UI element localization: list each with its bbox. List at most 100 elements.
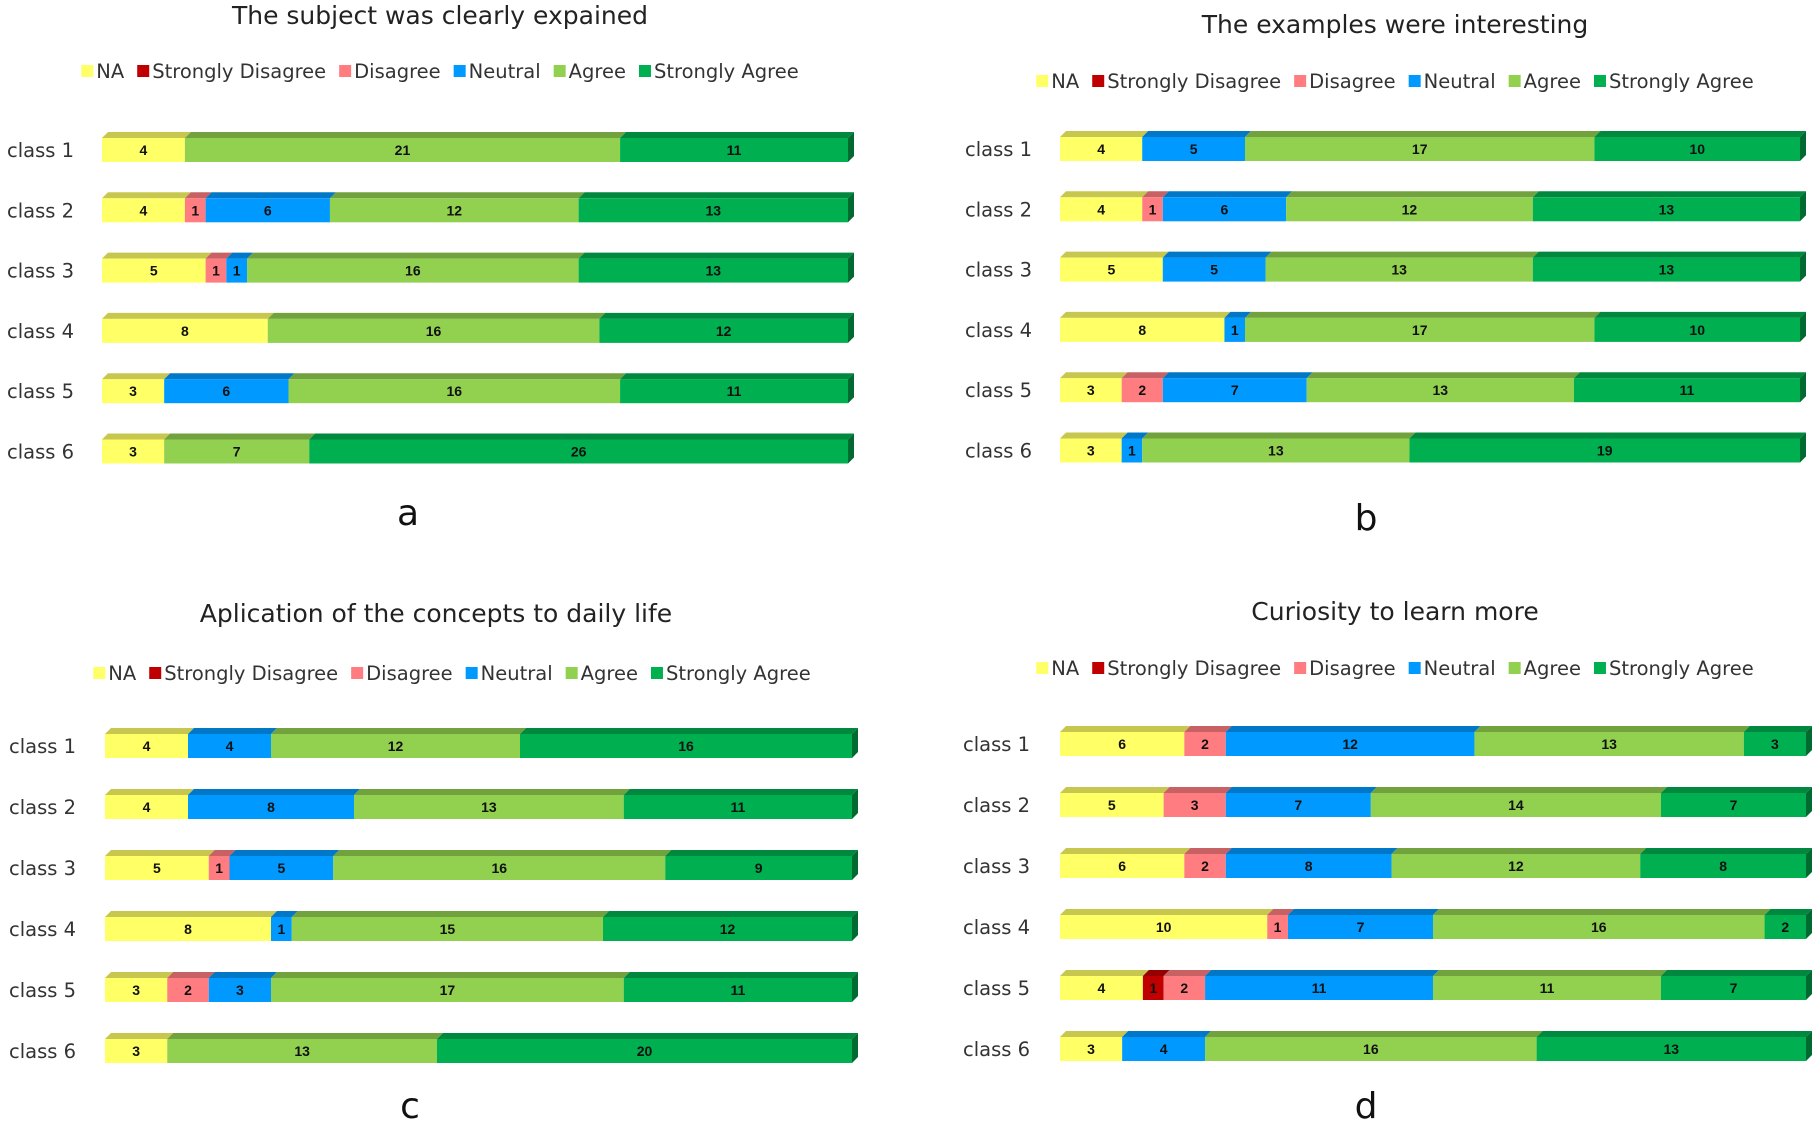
bar-segment-neutral: 1 (226, 252, 254, 283)
chart-title: Curiosity to learn more (1251, 597, 1538, 626)
data-label: 4 (1097, 141, 1105, 157)
bar-segment-agree-top (271, 728, 526, 734)
panel-letter: d (1355, 1086, 1378, 1127)
legend-swatch-na (1036, 662, 1049, 674)
data-label: 3 (132, 1043, 140, 1059)
data-label: 3 (1087, 443, 1095, 459)
bar-segment-strongly-agree-side (852, 911, 858, 941)
bar-segment-disagree: 2 (1121, 372, 1169, 403)
bar-segment-disagree-top (1142, 191, 1169, 198)
bar-segment-na: 4 (1060, 131, 1149, 161)
bar-segment-agree-top (1245, 131, 1601, 137)
data-label: 19 (1597, 443, 1613, 459)
bar-segment-strongly-agree: 11 (623, 972, 858, 1002)
data-label: 2 (1781, 919, 1789, 935)
bar-segment-agree-top (267, 312, 606, 319)
bar-segment-na-top (1060, 726, 1191, 732)
category-label: class 6 (9, 1040, 76, 1063)
bar-segment-neutral-front (164, 379, 289, 404)
data-label: 3 (1087, 382, 1095, 398)
bar-segment-strongly-disagree: 1 (1142, 970, 1170, 1000)
bar-row-class-4: class 4 8 1 17 10 (965, 311, 1806, 342)
bar-segment-na: 8 (102, 312, 274, 343)
bar-segment-agree: 11 (1433, 970, 1667, 1000)
data-label: 13 (481, 799, 497, 815)
data-label: 5 (1190, 141, 1198, 157)
data-label: 13 (1664, 1041, 1680, 1057)
data-label: 16 (426, 323, 442, 339)
bar-segment-neutral-top (1142, 131, 1251, 137)
bar-segment-neutral-front (1225, 854, 1392, 878)
legend-label: Strongly Agree (1609, 657, 1754, 680)
bar-segment-strongly-agree-top (665, 850, 858, 856)
bar-segment-strongly-agree-side (1800, 311, 1806, 342)
bar-segment-na: 3 (1060, 1031, 1129, 1061)
bar-segment-agree-top (1433, 909, 1771, 915)
bar-segment-strongly-agree-side (1800, 372, 1806, 403)
bar-segment-na: 5 (102, 252, 212, 283)
bar-segment-agree-top (247, 252, 585, 259)
legend-label: Neutral (1424, 657, 1496, 680)
bar-segment-strongly-agree-side (848, 132, 854, 162)
bar-segment-strongly-agree: 10 (1594, 311, 1806, 342)
data-label: 16 (678, 738, 694, 754)
bar-segment-agree-front (1474, 732, 1744, 756)
panel-letter: c (400, 1086, 420, 1127)
data-label: 11 (727, 142, 742, 158)
bar-segment-na-top (102, 433, 171, 440)
legend-label: Strongly Agree (1609, 70, 1754, 93)
legend-swatch-strongly-disagree (137, 65, 150, 77)
data-label: 1 (277, 921, 285, 937)
bar-segment-strongly-agree-front (665, 856, 852, 880)
bar-segment-strongly-agree-front (1532, 257, 1800, 282)
bar-segment-strongly-agree-front (1640, 854, 1806, 878)
legend-item-disagree: Disagree (1294, 70, 1396, 93)
bar-segment-agree: 13 (1306, 372, 1580, 403)
category-label: class 2 (963, 794, 1030, 817)
bar-segment-na-top (102, 192, 191, 199)
bar-segment-neutral: 5 (1142, 131, 1251, 161)
chart-panel-c: Aplication of the concepts to daily life… (9, 599, 858, 1127)
data-label: 2 (1138, 382, 1146, 398)
data-label: 1 (1149, 980, 1157, 996)
bar-segment-strongly-agree-front (620, 379, 848, 404)
bar-row-class-2: class 2 4 8 13 11 (9, 789, 858, 819)
data-label: 9 (755, 860, 763, 876)
bar-segment-agree-front (1433, 976, 1661, 1000)
legend-item-strongly-agree: Strongly Agree (1593, 657, 1754, 680)
bar-segment-neutral: 7 (1287, 909, 1439, 939)
data-label: 5 (277, 860, 285, 876)
data-label: 4 (1098, 980, 1106, 996)
bar-segment-na: 8 (1060, 311, 1231, 342)
legend-label: Agree (569, 60, 626, 83)
bar-segment-strongly-agree-top (620, 132, 854, 138)
bar-segment-strongly-agree: 10 (1594, 131, 1806, 161)
legend-swatch-strongly-disagree (1092, 662, 1105, 674)
legend-item-na: NA (1036, 657, 1080, 680)
bar-segment-strongly-agree: 13 (578, 192, 854, 223)
bar-segment-disagree-front (1184, 732, 1226, 756)
bar-segment-strongly-agree-front (1409, 438, 1800, 463)
data-label: 4 (143, 799, 151, 815)
bar-segment-neutral: 4 (188, 728, 277, 758)
bar-segment-strongly-agree-top (620, 373, 854, 380)
bar-segment-disagree-top (1163, 970, 1212, 976)
category-label: class 4 (965, 319, 1032, 342)
bar-segment-neutral-front (1205, 976, 1433, 1000)
bar-segment-agree-top (1142, 432, 1416, 439)
bar-segment-na-top (1060, 311, 1231, 318)
bar-row-class-5: class 5 4 1 2 11 11 7 (963, 970, 1812, 1000)
bar-segment-disagree: 1 (205, 252, 233, 283)
bar-segment-neutral: 1 (1121, 432, 1149, 463)
data-label: 10 (1156, 919, 1172, 935)
legend-label: Strongly Agree (666, 662, 811, 685)
legend-swatch-na (93, 667, 106, 679)
bar-segment-neutral-front (188, 734, 271, 758)
bar-segment-disagree: 2 (167, 972, 215, 1002)
bar-segment-neutral-front (226, 258, 248, 283)
legend-label: Agree (581, 662, 638, 685)
data-label: 1 (191, 202, 199, 218)
data-label: 26 (571, 444, 587, 460)
bar-segment-agree-top (1265, 251, 1539, 258)
